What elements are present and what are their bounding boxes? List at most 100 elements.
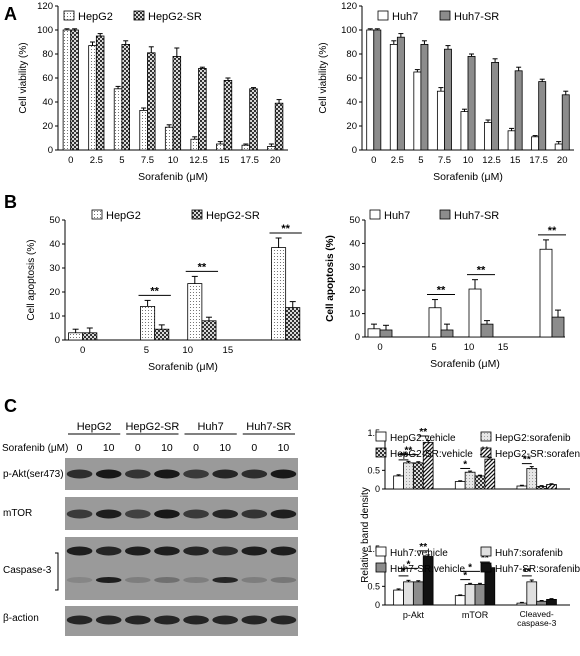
dose-label: 0 [135,442,141,454]
significance-label: ** [198,261,207,273]
y-tick-label: 100 [341,25,357,36]
caspase-bracket [55,552,59,591]
blot-band [95,577,122,583]
x-tick-label: 0 [371,155,376,166]
bar [70,29,79,151]
significance-label: * [468,562,472,573]
blot-band [66,577,93,583]
y-tick-label: 20 [349,285,360,296]
legend-label: Huh7:vehicle [390,548,448,559]
legend-swatch [439,10,451,21]
legend-label: HepG2-SR:vehicle [390,449,473,460]
x-tick-label: 10 [168,155,179,166]
x-tick-label: 2.5 [90,155,103,166]
y-tick-label: 20 [49,287,60,298]
bar [464,584,476,606]
x-tick-label: 7.5 [141,155,154,166]
bar [88,45,97,151]
bar [507,130,516,151]
x-tick-label: 15 [498,342,509,353]
blot-band [154,577,180,583]
y-tick-label: 40 [349,238,360,249]
bar [62,29,72,151]
bar [484,567,496,606]
legend-swatch [439,209,451,220]
bar [393,589,404,606]
dose-label: 0 [193,442,199,454]
y-tick-label: 80 [42,49,53,60]
bar [526,468,538,490]
legend-label: Huh7 [384,210,410,222]
blot-band [183,615,209,625]
y-tick-label: 0 [375,600,380,610]
significance-label: ** [523,455,531,466]
significance-label: ** [150,285,159,297]
x-tick-label: 15 [219,155,230,166]
y-tick-label: 20 [42,121,53,132]
bar [546,484,557,490]
dose-label: 0 [77,442,83,454]
bar [267,145,276,151]
x-tick-label: 10 [182,345,193,356]
y-tick-label: 120 [37,1,53,12]
blot-band [154,469,180,479]
bar [216,143,225,151]
blot-band [270,577,297,583]
y-tick-label: 80 [346,49,357,60]
legend-label: HepG2-SR [148,11,202,23]
legend-swatch [191,209,203,220]
legend-swatch [377,10,389,21]
dose-label: 10 [278,442,290,454]
bar [187,283,203,341]
x-tick-label: 0 [68,155,73,166]
significance-label: * [463,571,467,582]
bar [454,481,466,490]
relative-band-density-label: Relative band density [360,487,371,583]
blot-band [212,577,239,583]
treatment-label: Sorafenib (μM) [2,443,68,454]
dose-label: 10 [219,442,231,454]
bar [190,138,199,151]
western-blot: HepG2 HepG2-SR Huh7 Huh7-SR Sorafenib (μM) 0 1… [2,421,298,636]
y-tick-label: 50 [49,215,60,226]
blot-band [124,509,151,519]
bar [444,48,452,151]
y-tick-label: 0 [355,332,360,343]
significance-label: * [406,559,410,570]
bar [121,44,130,151]
y-tick-label: 0 [48,145,53,156]
y-tick-label: 60 [346,73,357,84]
bar [82,332,98,341]
blot-band [95,615,122,625]
x-tick-label: 15 [510,155,521,166]
bar [172,56,182,151]
bar [223,80,233,151]
blot-band [183,509,209,519]
y-tick-label: 0 [375,484,380,494]
blot-band [212,546,239,556]
x-tick-label: caspase-3 [517,618,556,628]
legend-label: Huh7-SR:vehicle [390,564,465,575]
legend-label: HepG2 [78,11,113,23]
legend-label: Huh7-SR:sorafenib [495,564,580,575]
x-axis-title: Sorafenib (μM) [148,361,218,373]
legend-swatch [480,562,492,573]
y-tick-label: 60 [42,73,53,84]
bar [274,102,284,151]
bar [403,462,414,490]
x-tick-label: 7.5 [438,155,451,166]
blot-band [66,509,93,519]
bar [480,323,494,338]
bar [366,29,375,151]
y-axis-title: Cell apoptosis (%) [325,235,336,322]
y-tick-label: 1.5 [367,428,380,438]
bar [140,305,156,341]
bar [546,599,557,606]
significance-label: ** [481,553,489,564]
x-tick-label: 5 [144,345,149,356]
bar [139,110,148,151]
blot-band [95,546,122,556]
legend-swatch [375,447,387,458]
